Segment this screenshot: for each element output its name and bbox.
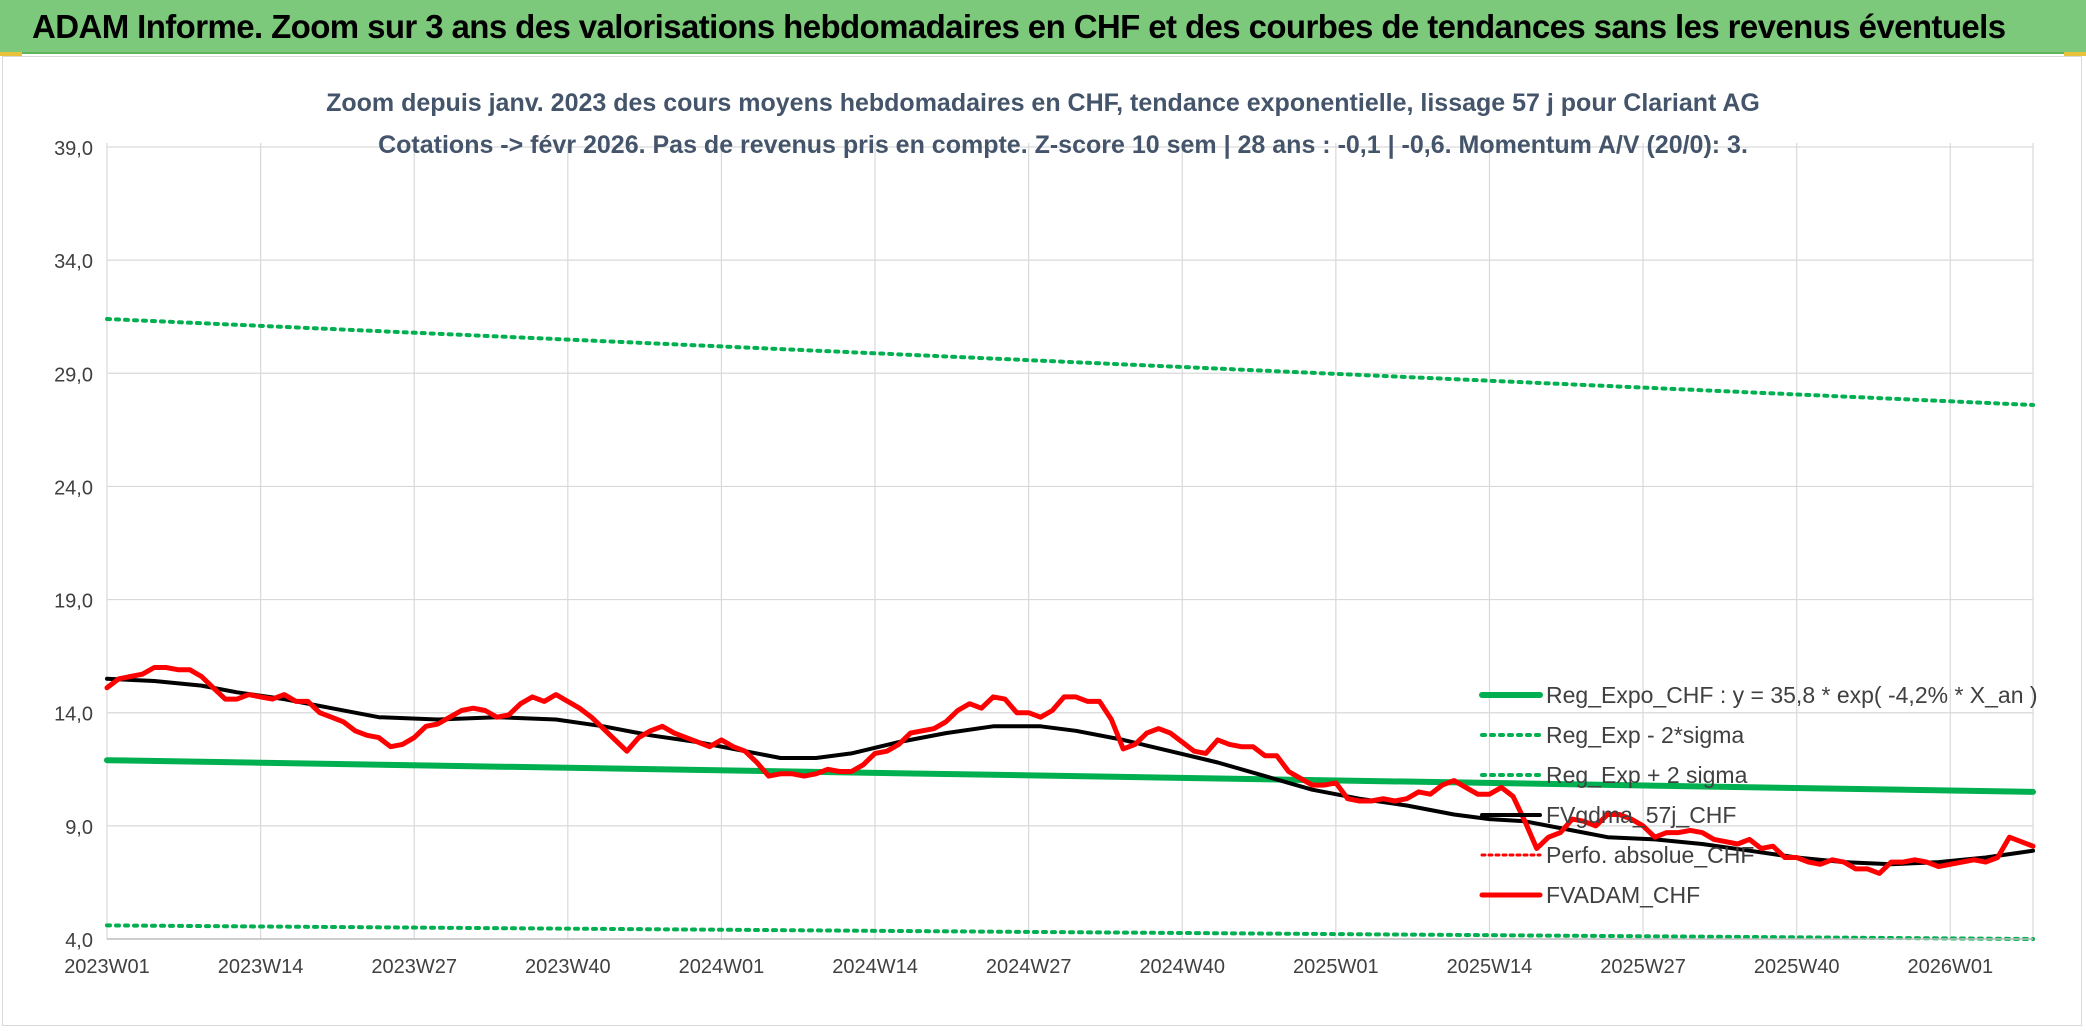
fvadam-line bbox=[104, 665, 2036, 876]
x-tick-label: 2024W01 bbox=[679, 956, 765, 978]
x-tick-label: 2025W27 bbox=[1600, 956, 1686, 978]
reg-expo-line bbox=[104, 757, 2036, 795]
legend-label: Reg_Exp - 2*sigma bbox=[1546, 722, 1744, 748]
legend-label: Perfo. absolue_CHF bbox=[1546, 842, 1754, 868]
chart-title: Zoom depuis janv. 2023 des cours moyens … bbox=[326, 89, 1760, 117]
x-tick-label: 2023W01 bbox=[64, 956, 150, 978]
axes: 4,0 9,0 14,0 19,0 24,0 29,0 34,0 39,0 2023W01 202… bbox=[54, 138, 2033, 978]
x-tick-label: 2023W27 bbox=[371, 956, 457, 978]
legend-label: Reg_Exp + 2 sigma bbox=[1546, 762, 1748, 788]
x-tick-label: 2023W40 bbox=[525, 956, 611, 978]
header-accent-left bbox=[0, 52, 22, 56]
y-tick-label: 4,0 bbox=[65, 930, 93, 952]
legend-label: Reg_Expo_CHF : y = 35,8 * exp( -4,2% * X… bbox=[1546, 682, 2038, 708]
x-tick-label: 2025W14 bbox=[1447, 956, 1533, 978]
sigma-lower-line bbox=[105, 923, 2035, 941]
sigma-upper-line bbox=[105, 317, 2035, 407]
y-tick-label: 29,0 bbox=[54, 364, 93, 386]
chart-frame bbox=[2, 56, 2082, 1026]
smoothed-57j-line bbox=[105, 676, 2035, 867]
header-bar: ADAM Informe. Zoom sur 3 ans des valoris… bbox=[0, 0, 2086, 54]
x-tick-label: 2023W14 bbox=[218, 956, 304, 978]
chart-subtitle: Cotations -> févr 2026. Pas de revenus p… bbox=[378, 131, 1748, 159]
grid bbox=[106, 143, 2034, 940]
y-tick-label: 14,0 bbox=[54, 704, 93, 726]
x-tick-label: 2024W40 bbox=[1139, 956, 1225, 978]
legend: Reg_Expo_CHF : y = 35,8 * exp( -4,2% * X… bbox=[1479, 682, 2038, 908]
y-tick-label: 24,0 bbox=[54, 477, 93, 499]
x-tick-label: 2024W14 bbox=[832, 956, 918, 978]
report-title: ADAM Informe. Zoom sur 3 ans des valoris… bbox=[32, 8, 2006, 45]
x-tick-label: 2024W27 bbox=[986, 956, 1072, 978]
x-tick-label: 2025W40 bbox=[1754, 956, 1840, 978]
y-tick-label: 34,0 bbox=[54, 251, 93, 273]
y-tick-label: 39,0 bbox=[54, 138, 93, 160]
series-group bbox=[104, 317, 2036, 941]
legend-label: FVADAM_CHF bbox=[1546, 882, 1700, 908]
y-tick-label: 9,0 bbox=[65, 817, 93, 839]
legend-label: FVgdma_57j_CHF bbox=[1546, 802, 1736, 828]
y-tick-label: 19,0 bbox=[54, 591, 93, 613]
header-accent-right bbox=[2064, 52, 2086, 56]
x-tick-label: 2025W01 bbox=[1293, 956, 1379, 978]
x-tick-label: 2026W01 bbox=[1907, 956, 1993, 978]
